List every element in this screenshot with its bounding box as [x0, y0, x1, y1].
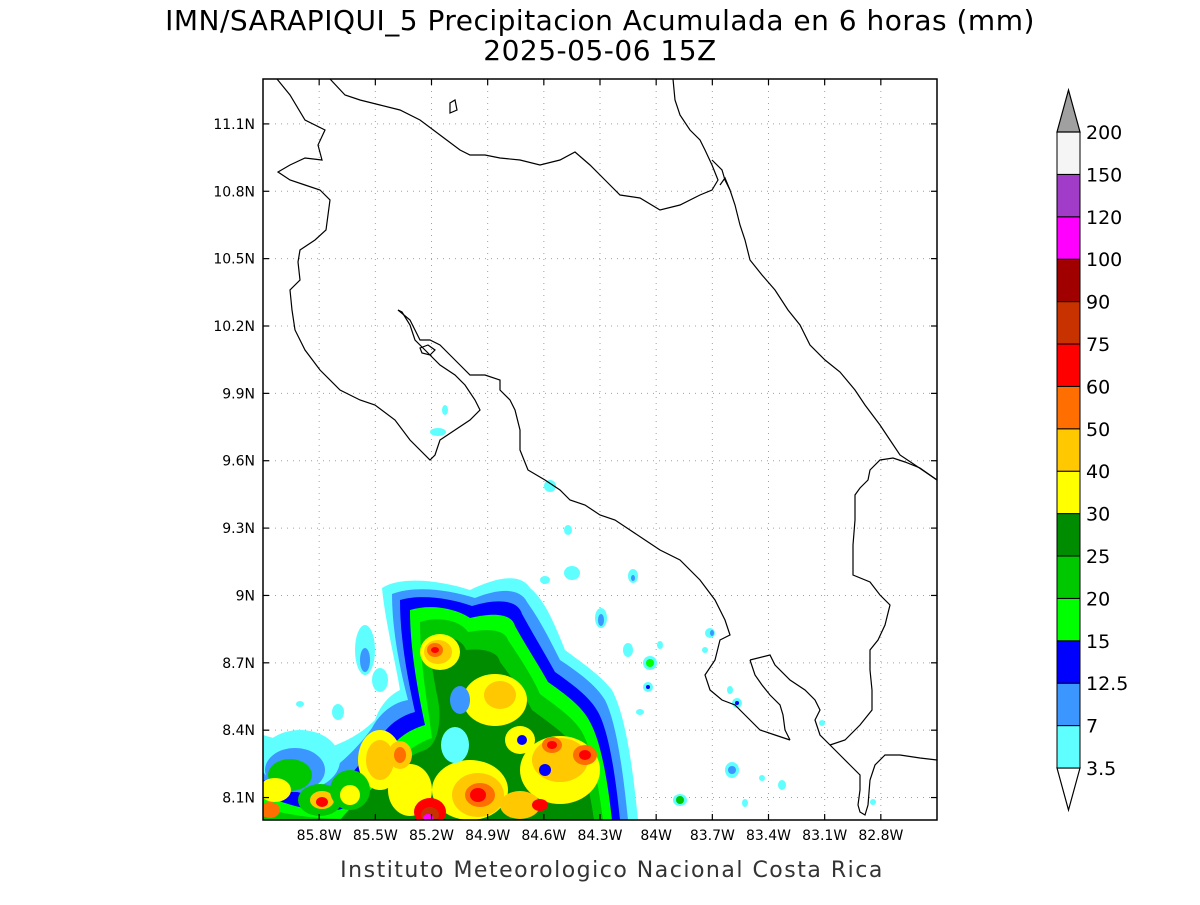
- colorbar-segment: [1056, 173, 1081, 218]
- x-tick-label: 84W: [640, 828, 672, 844]
- map-axes: 85.8W 85.5W 85.2W 84.9W 84.6W 84.3W 84W 83.7W 83…: [213, 79, 937, 844]
- y-tick-label: 8.4N: [222, 723, 255, 739]
- precipitation-field: [263, 405, 876, 820]
- map-title: IMN/SARAPIQUI_5 Precipitacion Acumulada …: [165, 4, 1035, 37]
- colorbar-segment: [1056, 428, 1081, 472]
- colorbar-segment: [1056, 513, 1081, 557]
- colorbar-segment: [1056, 343, 1081, 387]
- colorbar-label: 15: [1086, 631, 1110, 653]
- colorbar-segment: [1056, 555, 1081, 599]
- colorbar-label: 60: [1086, 376, 1110, 398]
- x-tick-label: 84.9W: [465, 828, 510, 844]
- colorbar-segment: [1056, 597, 1081, 642]
- colorbar-label: 90: [1086, 292, 1110, 314]
- colorbar-segment: [1056, 470, 1081, 515]
- colorbar-segment: [1056, 216, 1081, 260]
- colorbar-segment: [1056, 301, 1081, 345]
- colorbar-over-triangle: [1056, 87, 1081, 133]
- colorbar-label: 20: [1086, 588, 1110, 610]
- x-tick-label: 83.7W: [690, 828, 735, 844]
- x-tick-label: 84.6W: [521, 828, 566, 844]
- colorbar-label: 200: [1086, 122, 1122, 144]
- colorbar-label: 3.5: [1086, 758, 1116, 780]
- x-tick-label: 83.1W: [802, 828, 847, 844]
- y-tick-label: 10.2N: [213, 319, 255, 335]
- colorbar-segment: [1056, 131, 1081, 175]
- y-tick-label: 9.6N: [222, 454, 255, 470]
- y-tick-label: 10.8N: [213, 184, 255, 200]
- coastline: [276, 79, 937, 816]
- colorbar-label: 50: [1086, 419, 1110, 441]
- colorbar-label: 100: [1086, 249, 1122, 271]
- colorbar-label: 30: [1086, 504, 1110, 526]
- x-tick-label: 82.8W: [858, 828, 903, 844]
- colorbar-segment: [1056, 385, 1081, 430]
- colorbar: 3.5 7 12.5 15 20 25 30 40 50 60 75 90 100 120 150 200: [1056, 87, 1128, 813]
- x-tick-label: 84.3W: [577, 828, 622, 844]
- y-tick-label: 9.3N: [222, 521, 255, 537]
- colorbar-segment: [1056, 640, 1081, 684]
- colorbar-under-triangle: [1056, 767, 1081, 813]
- precip-cell-west: [263, 730, 370, 818]
- colorbar-label: 12.5: [1086, 673, 1128, 695]
- colorbar-label: 40: [1086, 461, 1110, 483]
- precip-cell-main: [263, 578, 638, 820]
- colorbar-label: 120: [1086, 207, 1122, 229]
- x-tick-label: 85.2W: [409, 828, 454, 844]
- credit-text: Instituto Meteorologico Nacional Costa R…: [340, 858, 884, 883]
- y-tick-label: 8.7N: [222, 656, 255, 672]
- x-tick-label: 85.5W: [353, 828, 398, 844]
- y-tick-label: 9N: [236, 588, 255, 604]
- colorbar-segment: [1056, 258, 1081, 303]
- y-tick-label: 11.1N: [213, 117, 255, 133]
- colorbar-segment: [1056, 682, 1081, 727]
- colorbar-label: 150: [1086, 164, 1122, 186]
- colorbar-segment: [1056, 725, 1081, 769]
- y-tick-label: 8.1N: [222, 791, 255, 807]
- y-tick-label: 10.5N: [213, 252, 255, 268]
- y-tick-label: 9.9N: [222, 386, 255, 402]
- colorbar-label: 25: [1086, 546, 1110, 568]
- precip-cells-scattered: [296, 405, 876, 807]
- colorbar-label: 75: [1086, 334, 1110, 356]
- map-valid-time: 2025-05-06 15Z: [483, 34, 716, 67]
- x-tick-label: 83.4W: [746, 828, 791, 844]
- colorbar-label: 7: [1086, 716, 1098, 738]
- x-tick-label: 85.8W: [297, 828, 342, 844]
